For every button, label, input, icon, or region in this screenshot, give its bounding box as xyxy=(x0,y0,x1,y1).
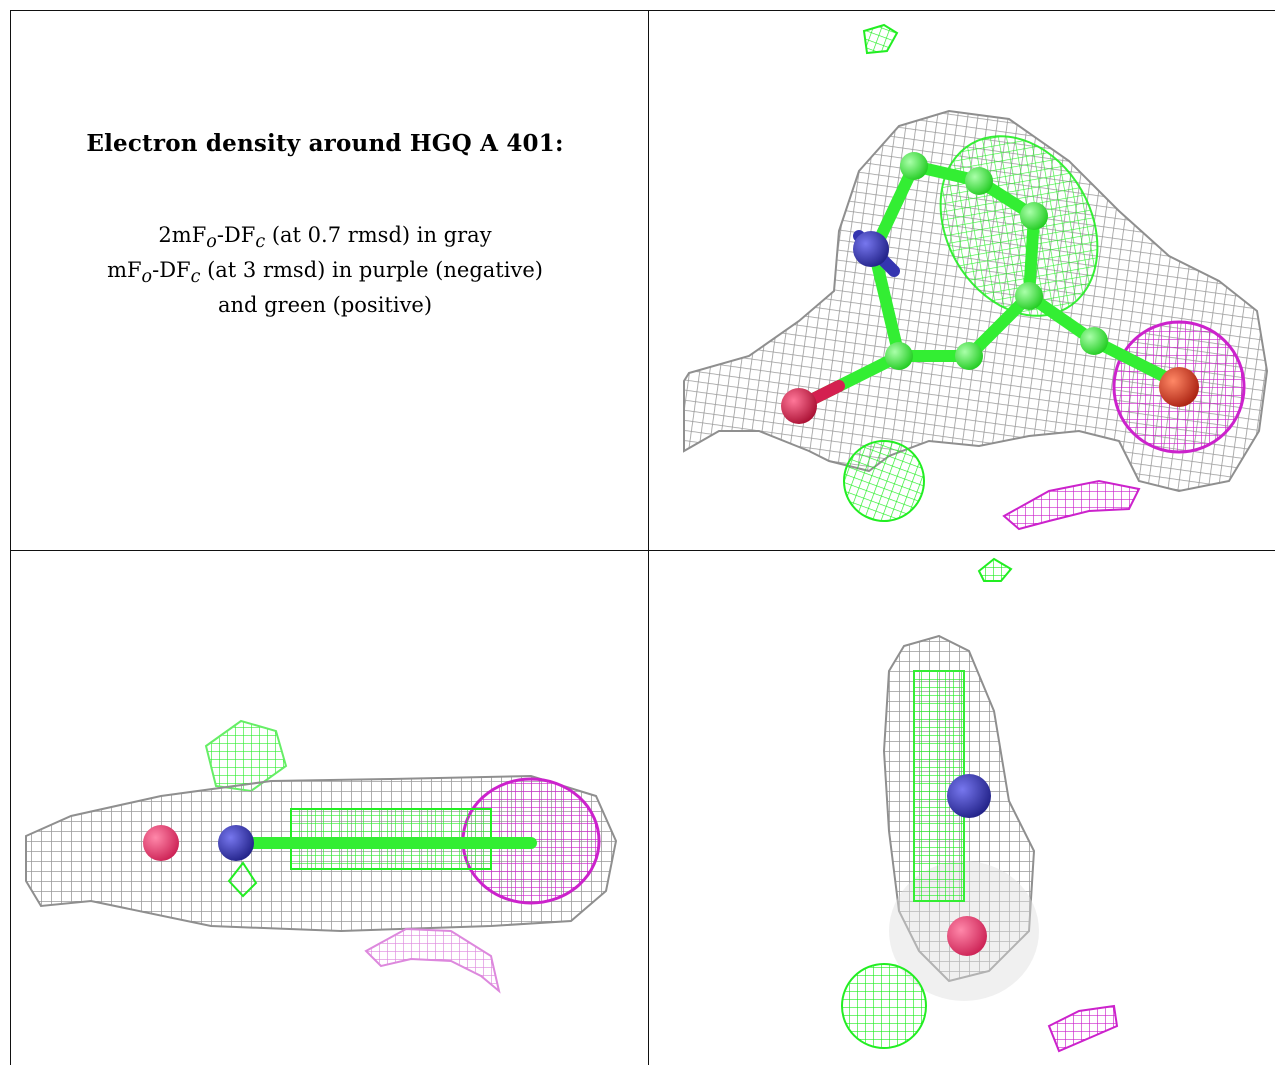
atom-oxygen xyxy=(143,825,179,861)
caption-line-2fo-fc: 2mFo-DFc (at 0.7 rmsd) in gray xyxy=(158,223,492,253)
positive-density-blob xyxy=(977,557,1013,582)
atom-carbon xyxy=(1020,202,1048,230)
table-border-top xyxy=(10,10,1275,11)
table-divider-horizontal xyxy=(10,550,1275,551)
atom-nitrogen xyxy=(218,825,254,861)
atom-carbon xyxy=(955,342,983,370)
negative-density-shell xyxy=(1047,1004,1119,1053)
negative-density-shell xyxy=(1002,479,1141,531)
table-divider-vertical xyxy=(648,10,649,1065)
positive-density-small xyxy=(227,861,258,898)
atom-heavy xyxy=(1159,367,1199,407)
positive-density-lower xyxy=(843,440,925,522)
atom-nitrogen xyxy=(947,774,991,818)
atom-carbon xyxy=(965,167,993,195)
atom-carbon xyxy=(1015,282,1043,310)
atom-nitrogen xyxy=(853,231,889,267)
density-view-top xyxy=(649,11,1275,550)
caption-line-colors: and green (positive) xyxy=(217,293,433,318)
positive-density-blob xyxy=(862,23,899,55)
negative-density-shell xyxy=(364,927,501,994)
positive-density-top xyxy=(204,719,288,793)
positive-density-lower xyxy=(841,963,927,1049)
caption-title: Electron density around HGQ A 401: xyxy=(86,130,564,157)
density-view-side xyxy=(11,551,648,1065)
atom-carbon xyxy=(1080,327,1108,355)
caption-block: Electron density around HGQ A 401: 2mFo-… xyxy=(10,130,640,319)
atom-oxygen xyxy=(781,388,817,424)
atom-carbon xyxy=(885,342,913,370)
density-view-end xyxy=(649,551,1275,1065)
table-border-left xyxy=(10,10,11,1065)
atom-carbon xyxy=(900,152,928,180)
atom-oxygen xyxy=(947,916,987,956)
caption-line-fo-fc: mFo-DFc (at 3 rmsd) in purple (negative) xyxy=(107,258,543,288)
